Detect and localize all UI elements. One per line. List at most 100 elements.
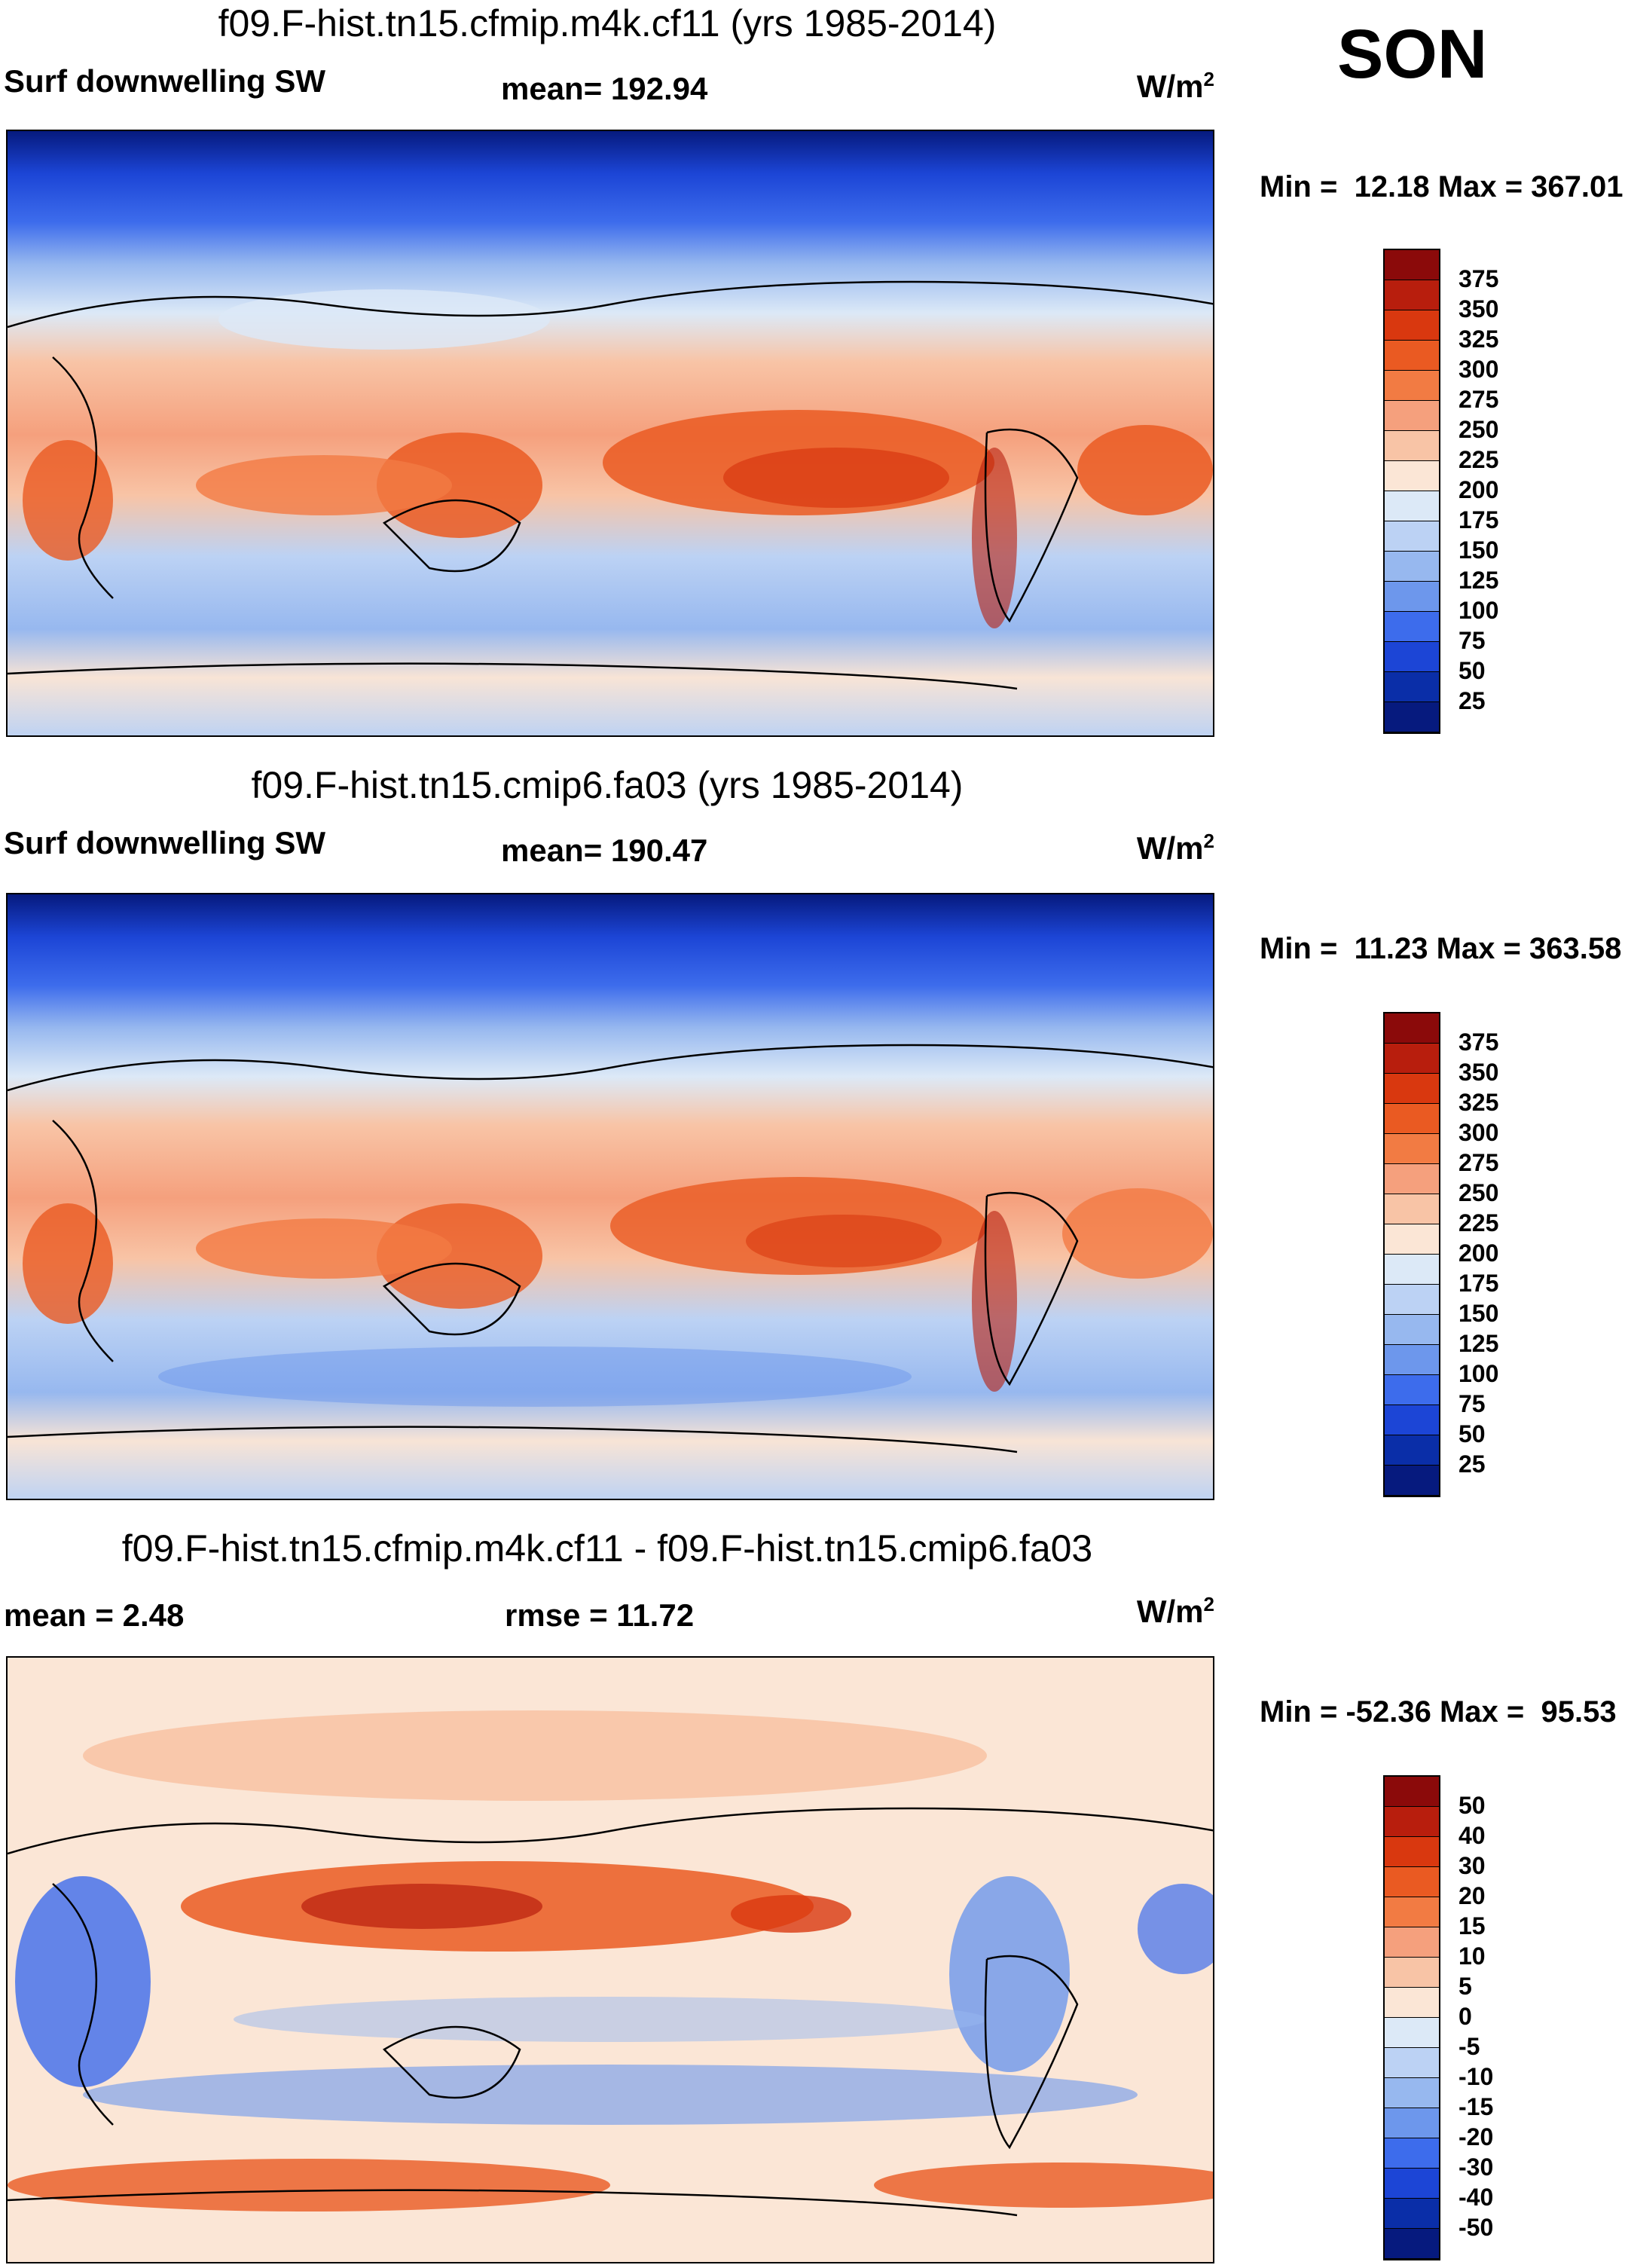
units-label: W/m2: [1136, 1593, 1214, 1629]
colorbar-tick-label: 100: [1459, 597, 1499, 624]
colorbar-segment: [1385, 1807, 1439, 1837]
colorbar-segment: [1385, 1435, 1439, 1466]
colorbar-segment: [1385, 1134, 1439, 1164]
colorbar-segment: [1385, 1013, 1439, 1044]
mean-label: mean = 2.48: [4, 1597, 185, 1633]
mean-label: mean= 190.47: [501, 833, 708, 868]
colorbar-tick-label: 350: [1459, 1059, 1499, 1086]
colorbar-segment: [1385, 2018, 1439, 2048]
min-max-label: Min = 12.18 Max = 367.01: [1260, 170, 1623, 203]
colorbar-segment: [1385, 1837, 1439, 1867]
colorbar-box: [1383, 249, 1440, 734]
variable-label: Surf downwelling SW: [4, 63, 325, 99]
colorbar-tick-label: 30: [1459, 1852, 1486, 1879]
colorbar-segment: [1385, 1164, 1439, 1194]
colorbar-tick-label: 150: [1459, 536, 1499, 564]
contour-map: [8, 131, 1213, 735]
colorbar-tick-label: 15: [1459, 1912, 1486, 1939]
colorbar-tick-label: 275: [1459, 386, 1499, 413]
min-max-label: Min = 11.23 Max = 363.58: [1260, 932, 1622, 965]
colorbar-segment: [1385, 1927, 1439, 1958]
colorbar-segment: [1385, 1194, 1439, 1224]
colorbar-segment: [1385, 2199, 1439, 2229]
colorbar-segment: [1385, 280, 1439, 310]
colorbar-tick-label: 125: [1459, 1330, 1499, 1357]
colorbar-tick-label: 200: [1459, 476, 1499, 503]
colorbar-tick-label: 75: [1459, 627, 1486, 654]
colorbar-segment: [1385, 582, 1439, 612]
colorbar-segment: [1385, 1044, 1439, 1074]
colorbar-segment: [1385, 341, 1439, 371]
colorbar-tick-label: 300: [1459, 356, 1499, 383]
season-label: SON: [1337, 16, 1488, 93]
mean-label: mean= 192.94: [501, 71, 708, 106]
colorbar-tick-label: 350: [1459, 295, 1499, 322]
colorbar-tick-label: 325: [1459, 1089, 1499, 1116]
colorbar-tick-label: 50: [1459, 657, 1486, 684]
colorbar-tick-label: 375: [1459, 1029, 1499, 1056]
colorbar-tick-label: 0: [1459, 2003, 1472, 2030]
colorbar-tick-label: -10: [1459, 2063, 1494, 2090]
rmse-label: rmse = 11.72: [505, 1597, 695, 1633]
panel-title: f09.F-hist.tn15.cfmip.m4k.cf11 - f09.F-h…: [121, 1527, 1093, 1570]
colorbar-segment: [1385, 1224, 1439, 1255]
colorbar-segment: [1385, 1104, 1439, 1134]
colorbar-segment: [1385, 1405, 1439, 1435]
colorbar-tick-label: -15: [1459, 2093, 1494, 2120]
units-label: W/m2: [1136, 830, 1214, 866]
colorbar-tick-label: -50: [1459, 2214, 1494, 2241]
colorbar-segment: [1385, 2048, 1439, 2078]
panel-title: f09.F-hist.tn15.cmip6.fa03 (yrs 1985-201…: [251, 764, 964, 806]
colorbar-segment: [1385, 250, 1439, 280]
colorbar-segment: [1385, 1345, 1439, 1375]
min-max-label: Min = -52.36 Max = 95.53: [1260, 1695, 1617, 1729]
colorbar-segment: [1385, 1466, 1439, 1496]
colorbar-tick-label: 250: [1459, 1179, 1499, 1206]
colorbar-tick-label: 75: [1459, 1390, 1486, 1417]
colorbar-box: [1383, 1775, 1440, 2260]
colorbar-box: [1383, 1012, 1440, 1497]
colorbar-segment: [1385, 1315, 1439, 1345]
colorbar-segment: [1385, 2108, 1439, 2138]
colorbar-segment: [1385, 1255, 1439, 1285]
colorbar-segment: [1385, 2138, 1439, 2169]
colorbar-segment: [1385, 310, 1439, 341]
colorbar-segment: [1385, 521, 1439, 552]
colorbar-segment: [1385, 1988, 1439, 2018]
colorbar-tick-label: 25: [1459, 687, 1486, 714]
colorbar-tick-label: 325: [1459, 326, 1499, 353]
colorbar-tick-label: 175: [1459, 506, 1499, 533]
colorbar-segment: [1385, 1897, 1439, 1927]
colorbar-segment: [1385, 642, 1439, 672]
variable-label: Surf downwelling SW: [4, 825, 325, 860]
colorbar-tick-label: 175: [1459, 1270, 1499, 1297]
colorbar-tick-label: 10: [1459, 1942, 1486, 1970]
units-label: W/m2: [1136, 68, 1214, 104]
colorbar-tick-label: 5: [1459, 1973, 1472, 2000]
contour-map: [8, 894, 1213, 1499]
colorbar-segment: [1385, 431, 1439, 461]
colorbar-tick-label: 200: [1459, 1239, 1499, 1267]
colorbar-segment: [1385, 702, 1439, 732]
colorbar-tick-label: 125: [1459, 567, 1499, 594]
panel-title: f09.F-hist.tn15.cfmip.m4k.cf11 (yrs 1985…: [218, 2, 997, 44]
colorbar-tick-label: -40: [1459, 2184, 1494, 2211]
colorbar-segment: [1385, 1777, 1439, 1807]
colorbar-tick-label: -5: [1459, 2033, 1480, 2060]
map-panel: [6, 130, 1214, 737]
colorbar-segment: [1385, 1074, 1439, 1104]
colorbar-tick-label: 275: [1459, 1149, 1499, 1176]
colorbar-tick-label: 20: [1459, 1882, 1486, 1909]
colorbar-tick-label: 225: [1459, 1209, 1499, 1236]
colorbar-tick-label: 50: [1459, 1420, 1486, 1447]
colorbar-tick-label: 225: [1459, 446, 1499, 473]
colorbar-tick-label: 100: [1459, 1360, 1499, 1387]
colorbar-segment: [1385, 491, 1439, 521]
colorbar-tick-label: 25: [1459, 1450, 1486, 1478]
colorbar-tick-label: 250: [1459, 416, 1499, 443]
colorbar-segment: [1385, 1285, 1439, 1315]
map-panel: [6, 1656, 1214, 2263]
colorbar-tick-label: -30: [1459, 2153, 1494, 2181]
colorbar-tick-label: 40: [1459, 1822, 1486, 1849]
colorbar-tick-label: 375: [1459, 265, 1499, 292]
